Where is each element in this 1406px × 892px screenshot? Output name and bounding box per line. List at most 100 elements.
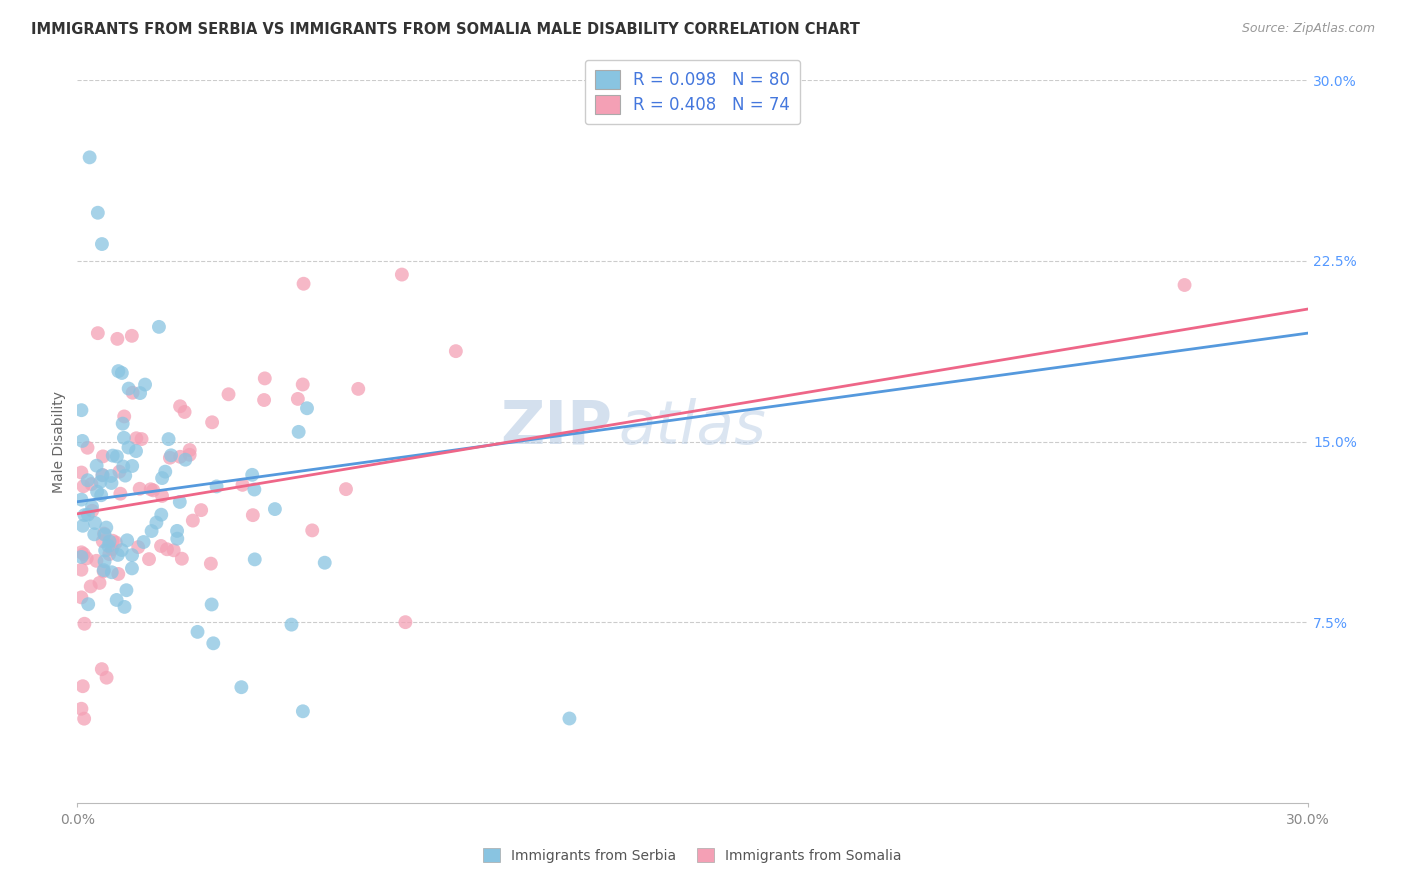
Point [72,434,94,448]
Point [90,488,112,502]
Point [181,514,204,528]
Point [86,458,108,473]
Point [291,704,314,718]
Point [101,449,124,463]
Point [73,616,96,631]
Point [72,518,94,533]
Point [108,465,131,479]
Point [131,432,153,446]
Point [110,486,132,500]
Point [114,468,136,483]
Text: IMMIGRANTS FROM SERBIA VS IMMIGRANTS FROM SOMALIA MALE DISABILITY CORRELATION CH: IMMIGRANTS FROM SERBIA VS IMMIGRANTS FRO… [31,22,860,37]
Point [115,533,138,548]
Point [347,382,370,396]
Point [391,268,413,282]
Point [112,431,135,445]
Point [231,478,253,492]
Text: ZIP: ZIP [501,398,613,457]
Point [150,508,173,522]
Point [240,467,263,482]
Point [218,387,240,401]
Legend: Immigrants from Serbia, Immigrants from Somalia: Immigrants from Serbia, Immigrants from … [478,842,907,868]
Point [118,382,141,396]
Point [93,527,115,541]
Point [148,319,170,334]
Point [179,448,201,462]
Point [200,557,222,571]
Point [90,662,112,676]
Point [90,237,114,252]
Point [121,561,143,575]
Point [105,593,128,607]
Point [91,467,114,482]
Point [1174,277,1197,292]
Point [169,399,191,413]
Point [335,482,357,496]
Point [76,441,98,455]
Point [83,527,105,541]
Point [295,401,318,416]
Point [121,328,143,343]
Point [93,565,115,579]
Point [129,386,152,401]
Point [73,547,96,561]
Point [100,475,122,490]
Point [101,533,124,548]
Point [150,539,173,553]
Point [89,475,111,489]
Point [98,547,121,561]
Point [301,524,323,538]
Point [96,520,118,534]
Point [558,712,581,726]
Point [190,503,212,517]
Point [111,366,134,380]
Point [125,431,148,445]
Point [287,425,309,439]
Point [287,392,309,406]
Point [121,458,143,473]
Point [121,385,143,400]
Point [163,543,186,558]
Point [96,671,118,685]
Point [142,483,165,498]
Point [107,566,129,581]
Point [444,344,467,359]
Point [160,448,183,462]
Point [127,540,149,554]
Point [292,277,315,291]
Point [174,452,197,467]
Point [264,502,287,516]
Point [104,535,127,549]
Point [111,417,134,431]
Point [314,556,336,570]
Point [145,516,167,530]
Point [93,554,115,568]
Point [70,466,93,480]
Point [202,636,225,650]
Point [121,548,143,562]
Point [243,552,266,566]
Point [91,450,114,464]
Text: Source: ZipAtlas.com: Source: ZipAtlas.com [1241,22,1375,36]
Point [94,543,117,558]
Point [70,403,93,417]
Point [70,545,93,559]
Point [231,680,253,694]
Point [77,597,100,611]
Point [76,473,98,487]
Point [84,516,107,530]
Y-axis label: Male Disability: Male Disability [52,391,66,492]
Point [125,444,148,458]
Point [105,450,128,464]
Point [166,532,188,546]
Point [201,415,224,429]
Point [91,468,114,483]
Point [155,465,177,479]
Point [205,479,228,493]
Point [138,552,160,566]
Point [82,504,104,518]
Point [166,524,188,538]
Point [80,579,103,593]
Point [186,624,208,639]
Point [170,551,193,566]
